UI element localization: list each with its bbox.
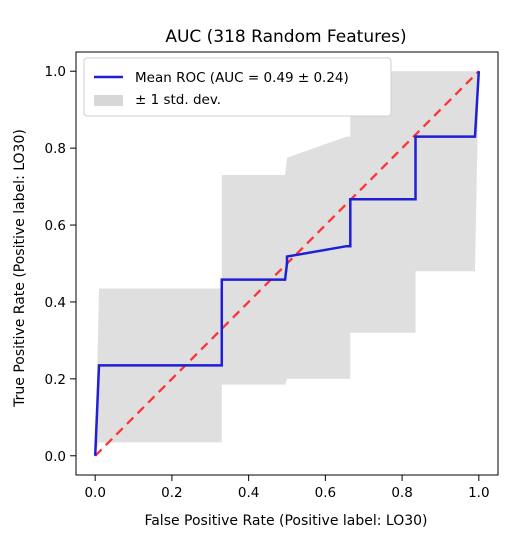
x-tick-label: 0.2 (161, 485, 182, 501)
plot-frame (75, 51, 499, 476)
x-axis-label: False Positive Rate (Positive label: LO3… (144, 513, 427, 529)
x-tick-label: 1.0 (468, 485, 489, 501)
y-tick-label: 0.2 (45, 372, 66, 388)
legend-std-band-swatch (94, 95, 123, 106)
x-tick-label: 0.8 (391, 485, 412, 501)
mean-roc-line (93, 71, 481, 456)
legend-mean-roc-label: Mean ROC (AUC = 0.49 ± 0.24) (135, 70, 349, 86)
plot-area: 0.0 0.2 0.4 0.6 0.8 1.0 0.0 0.2 0.4 0.6 0.8 1.0 (45, 51, 499, 501)
y-tick-label: 0.8 (45, 141, 66, 157)
legend: Mean ROC (AUC = 0.49 ± 0.24) ± 1 std. de… (83, 57, 392, 117)
y-tick-label: 0.4 (45, 295, 66, 311)
y-tick-label: 0.0 (45, 449, 66, 465)
y-tick-label: 0.6 (45, 218, 66, 234)
x-tick-label: 0.0 (84, 485, 105, 501)
legend-box (83, 57, 392, 117)
x-tick-label: 0.6 (315, 485, 336, 501)
chart-title: AUC (318 Random Features) (165, 27, 406, 47)
y-tick-label: 1.0 (45, 64, 66, 80)
x-tick-label: 0.4 (238, 485, 259, 501)
y-axis-label: True Positive Rate (Positive label: LO30… (12, 129, 28, 408)
legend-std-band-label: ± 1 std. dev. (135, 92, 221, 108)
